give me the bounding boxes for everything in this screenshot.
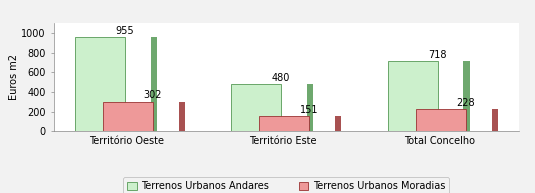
Text: 955: 955 <box>116 26 134 36</box>
Y-axis label: Euros m2: Euros m2 <box>9 54 19 100</box>
Bar <box>179 102 185 131</box>
Bar <box>259 116 309 131</box>
Bar <box>150 37 157 131</box>
Text: 302: 302 <box>143 90 162 100</box>
Bar <box>335 116 341 131</box>
Bar <box>387 61 438 131</box>
Text: 480: 480 <box>272 73 291 83</box>
Text: 718: 718 <box>429 50 447 59</box>
Bar <box>75 37 125 131</box>
Bar <box>416 109 466 131</box>
Bar <box>231 84 281 131</box>
Bar <box>492 109 498 131</box>
Bar <box>463 61 470 131</box>
Bar <box>307 84 313 131</box>
Legend: Terrenos Urbanos Andares, Terrenos Urbanos Moradias: Terrenos Urbanos Andares, Terrenos Urban… <box>123 177 449 193</box>
Text: 228: 228 <box>456 98 475 108</box>
Text: 151: 151 <box>300 105 318 115</box>
Bar <box>103 102 153 131</box>
